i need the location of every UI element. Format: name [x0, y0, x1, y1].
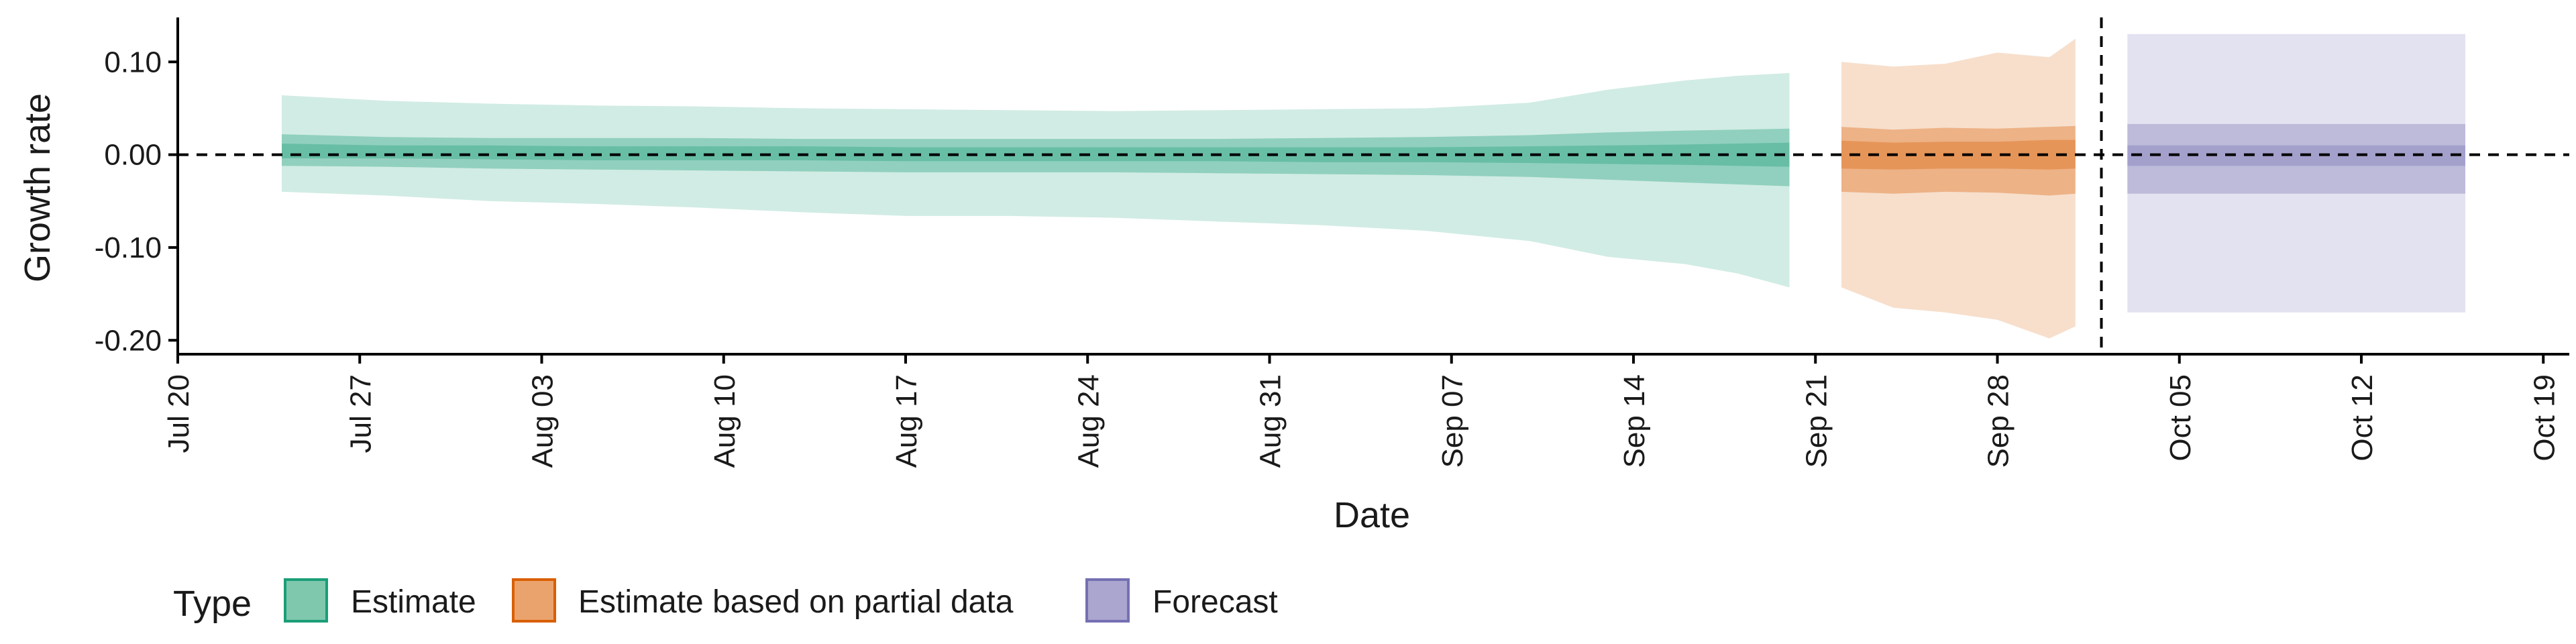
x-tick-label: Jul 20	[162, 374, 195, 453]
x-tick-label: Oct 19	[2528, 374, 2561, 462]
y-tick-label: 0.00	[104, 139, 162, 172]
legend-label: Estimate based on partial data	[578, 584, 1014, 620]
x-tick-label: Aug 03	[527, 374, 559, 468]
uncertainty-bands	[282, 34, 2465, 339]
estimate-based-on-partial-data-ci50-band	[1841, 125, 2076, 196]
y-tick-label: 0.10	[104, 46, 162, 78]
estimate-based-on-partial-data-ci20-band	[1841, 140, 2076, 170]
x-tick-label: Sep 07	[1436, 374, 1469, 468]
legend-key-estimate-based-on-partial-data	[512, 578, 556, 623]
reference-lines	[178, 17, 2569, 354]
y-axis-title: Growth rate	[17, 93, 58, 282]
x-tick-label: Aug 10	[708, 374, 741, 468]
y-tick-label: -0.10	[95, 231, 162, 264]
forecast-ci90-band	[2127, 34, 2465, 313]
forecast-ci50-band	[2127, 123, 2465, 194]
legend-label: Forecast	[1152, 584, 1278, 620]
x-tick-label: Jul 27	[344, 374, 377, 453]
x-tick-label: Sep 21	[1800, 374, 1833, 468]
legend-key-estimate	[284, 578, 328, 623]
estimate-ci50-band	[282, 128, 1790, 186]
x-tick-label: Aug 17	[890, 374, 923, 468]
x-tick-label: Oct 12	[2346, 374, 2379, 462]
legend-title: Type	[173, 584, 252, 624]
x-tick-label: Sep 14	[1618, 374, 1651, 468]
x-tick-label: Aug 24	[1072, 374, 1105, 468]
estimate-ci20-band	[282, 142, 1790, 167]
estimate-ci90-band	[282, 72, 1790, 288]
legend: Type Estimate Estimate based on partial d…	[173, 578, 1278, 624]
estimate-based-on-partial-data-ci90-band	[1841, 38, 2076, 339]
forecast-ci20-band	[2127, 145, 2465, 166]
x-tick-label: Oct 05	[2164, 374, 2197, 462]
y-tick-label: -0.20	[95, 324, 162, 357]
legend-label: Estimate	[351, 584, 476, 620]
x-tick-label: Sep 28	[1982, 374, 2015, 468]
x-tick-label: Aug 31	[1254, 374, 1287, 468]
x-axis-title: Date	[1334, 495, 1410, 535]
legend-key-forecast	[1085, 578, 1130, 623]
